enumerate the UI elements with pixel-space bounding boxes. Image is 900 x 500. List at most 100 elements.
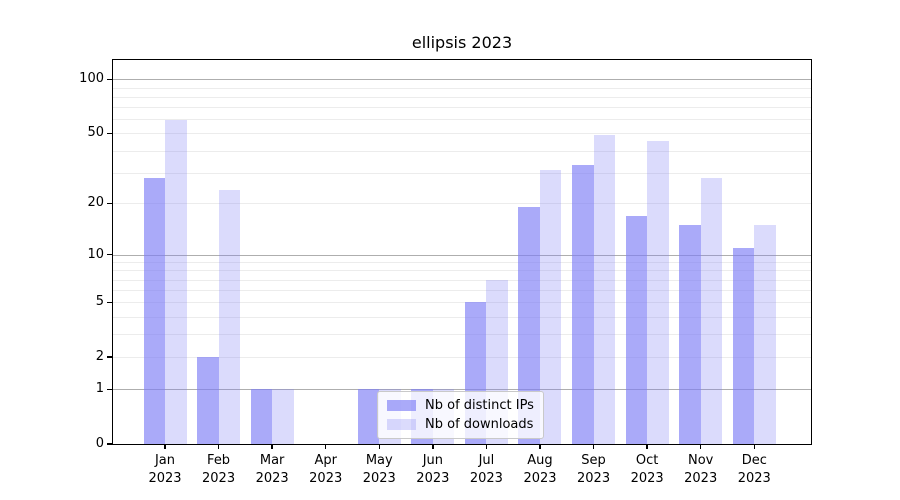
bar-downloads-sep [593, 134, 616, 444]
gridline-major-100 [113, 79, 811, 81]
gridline-minor-30 [113, 172, 811, 174]
year-label: 2023 [362, 470, 396, 486]
x-tick-label-jul: Jul 2023 [446, 452, 526, 487]
gridline-minor-40 [113, 150, 811, 152]
y-tick-label-2: 2 [95, 349, 104, 365]
bar-ips-dec [732, 247, 755, 444]
gridline-minor-60 [113, 119, 811, 121]
y-tick-1 [107, 388, 113, 390]
month-label: May [365, 453, 393, 468]
y-tick-20 [107, 202, 113, 205]
month-label: Feb [207, 453, 231, 468]
x-tick-label-nov: Nov 2023 [661, 452, 741, 487]
bar-downloads-oct [647, 141, 669, 444]
y-tick-label-100: 100 [79, 71, 104, 87]
gridline-minor-8 [113, 270, 811, 272]
x-tick-label-mar: Mar 2023 [232, 452, 312, 487]
gridline-major-10 [113, 254, 811, 256]
month-label: Apr [314, 453, 337, 468]
year-label: 2023 [202, 470, 236, 486]
x-tick-label-dec: Dec 2023 [714, 452, 794, 487]
bar-ips-nov [679, 224, 701, 444]
x-tick-feb [217, 444, 220, 449]
month-label: Aug [527, 453, 553, 468]
bar-ips-feb [197, 357, 219, 444]
x-tick-label-jan: Jan 2023 [125, 452, 205, 487]
month-label: Sep [581, 453, 606, 468]
y-tick-label-1: 1 [95, 381, 104, 397]
x-tick-label-may: May 2023 [339, 452, 419, 487]
gridline-minor-5 [113, 302, 811, 304]
bar-ips-oct [625, 215, 648, 444]
gridline-minor-7 [113, 279, 811, 281]
year-label: 2023 [684, 470, 718, 486]
legend-label-downloads: Nb of downloads [425, 417, 534, 432]
y-tick-2 [107, 356, 113, 358]
gridline-major-1 [113, 389, 811, 391]
legend-swatch-downloads [387, 419, 416, 430]
x-tick-label-apr: Apr 2023 [286, 452, 366, 487]
gridline-minor-90 [113, 87, 811, 89]
year-label: 2023 [255, 470, 289, 486]
x-tick-jul [485, 444, 488, 449]
y-tick-label-50: 50 [87, 125, 104, 141]
y-tick-label-5: 5 [95, 294, 104, 310]
month-label: Jan [154, 453, 176, 468]
month-label: Dec [741, 453, 767, 468]
y-tick-50 [107, 132, 113, 135]
gridline-minor-9 [113, 262, 811, 264]
bar-downloads-feb [218, 189, 241, 444]
gridline-minor-80 [113, 96, 811, 98]
year-label: 2023 [737, 470, 771, 486]
x-tick-label-oct: Oct 2023 [607, 452, 687, 487]
y-tick-10 [107, 253, 113, 256]
x-tick-jun [432, 444, 434, 449]
month-label: Jun [422, 453, 443, 468]
year-label: 2023 [309, 470, 343, 486]
gridline-minor-70 [113, 107, 811, 109]
legend-row-downloads: Nb of downloads [387, 417, 534, 432]
month-label: Mar [259, 453, 285, 468]
x-tick-label-sep: Sep 2023 [554, 452, 634, 487]
x-tick-may [378, 444, 380, 449]
y-tick-label-20: 20 [87, 195, 104, 211]
x-tick-label-jun: Jun 2023 [393, 452, 473, 487]
bar-downloads-dec [754, 224, 776, 444]
gridline-minor-4 [113, 316, 811, 318]
gridline-minor-6 [113, 290, 811, 292]
gridline-minor-20 [113, 203, 811, 205]
x-tick-sep [592, 444, 595, 449]
legend-swatch-distinct-ips [387, 400, 416, 411]
y-tick-label-0: 0 [95, 436, 104, 451]
x-tick-nov [700, 444, 702, 449]
bar-ips-mar [250, 389, 273, 444]
year-label: 2023 [630, 470, 664, 486]
month-label: Nov [688, 453, 714, 468]
plot-area [112, 59, 812, 445]
month-label: Jul [478, 453, 495, 468]
bar-downloads-jan [165, 120, 187, 444]
bar-downloads-aug [539, 170, 562, 444]
chart-title: ellipsis 2023 [411, 33, 513, 52]
bar-ips-sep [572, 165, 594, 444]
year-label: 2023 [523, 470, 557, 486]
gridline-minor-2 [113, 357, 811, 359]
year-label: 2023 [416, 470, 450, 486]
gridline-minor-3 [113, 334, 811, 336]
gridline-minor-50 [113, 133, 811, 135]
bar-ips-jan [143, 177, 165, 444]
y-tick-5 [107, 301, 113, 304]
x-tick-dec [753, 444, 755, 449]
x-tick-label-aug: Aug 2023 [500, 452, 580, 487]
bar-ips-aug [518, 207, 540, 444]
year-label: 2023 [577, 470, 611, 486]
legend-label-distinct-ips: Nb of distinct IPs [425, 398, 534, 413]
legend: Nb of distinct IPs Nb of downloads [377, 391, 544, 439]
month-label: Oct [635, 453, 659, 468]
bar-ips-may [357, 389, 380, 444]
y-tick-0 [107, 443, 113, 445]
x-tick-label-feb: Feb 2023 [179, 452, 259, 487]
x-tick-aug [539, 444, 541, 449]
bar-downloads-mar [272, 389, 294, 444]
